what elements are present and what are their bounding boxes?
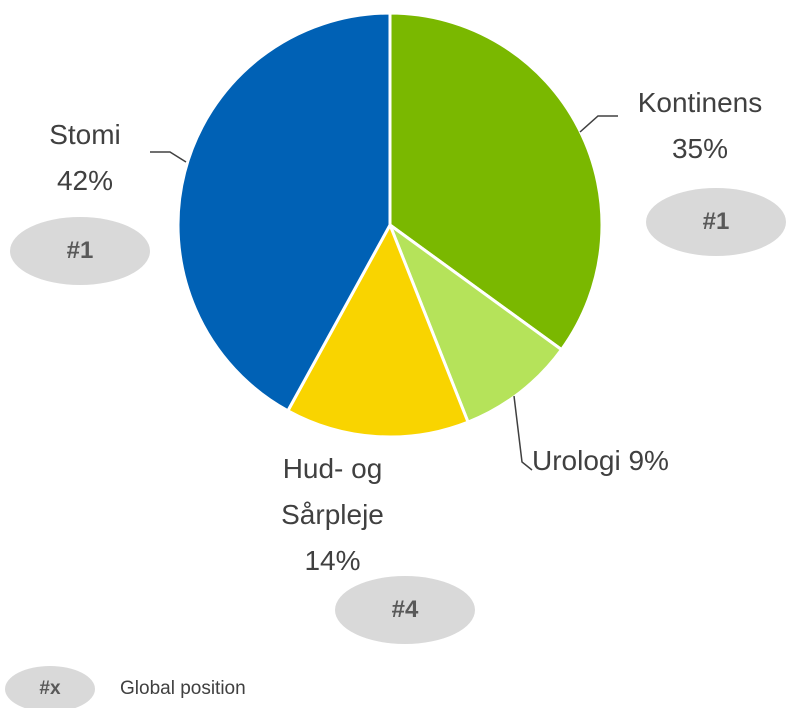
value-label: 42% [56, 165, 114, 196]
leader-line [579, 115, 618, 133]
pie-slice [285, 221, 470, 439]
slice-label: Kontinens 35% [610, 80, 790, 172]
rank-badge: #1 [10, 217, 150, 285]
pie-slice [388, 11, 604, 352]
category-label: Urologi [532, 445, 621, 476]
slice-label: Urologi 9% [532, 438, 752, 484]
leader-line [150, 151, 187, 163]
slice-label: Stomi 42% [20, 112, 150, 204]
value-label: 9% [628, 445, 669, 476]
category-label: Kontinens [637, 87, 763, 118]
value-label: 35% [671, 133, 729, 164]
pie-slice [176, 11, 392, 413]
rank-badge: #4 [335, 576, 475, 644]
legend-badge: #x [5, 666, 95, 708]
rank-badge: #1 [646, 188, 786, 256]
slice-label: Hud- og Sårpleje 14% [250, 446, 415, 584]
category-label: Hud- og Sårpleje [281, 453, 384, 530]
category-label: Stomi [49, 119, 121, 150]
leader-line [513, 395, 533, 471]
legend-text: Global position [120, 678, 246, 699]
pie-slice [386, 220, 564, 425]
value-label: 14% [304, 545, 361, 576]
